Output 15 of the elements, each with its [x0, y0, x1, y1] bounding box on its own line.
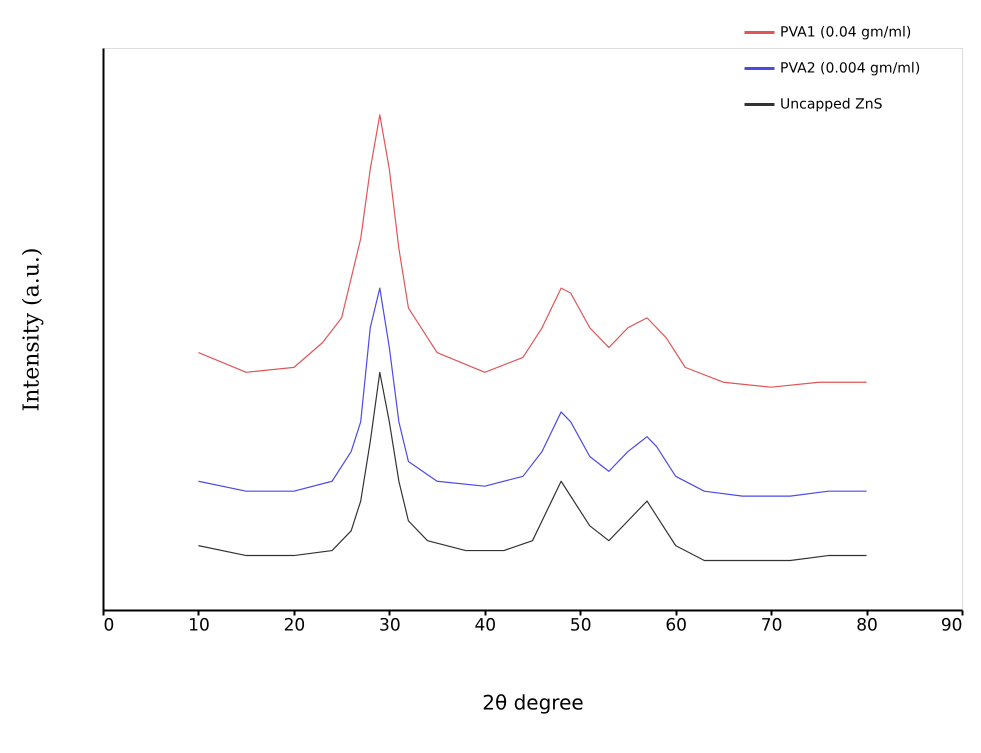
x-tick-label: 0: [104, 616, 114, 636]
x-tick-label: 90: [940, 616, 962, 636]
x-tick-label: 10: [188, 616, 210, 636]
x-axis-title: 2θ degree: [482, 690, 584, 714]
legend-label: PVA1 (0.04 gm/ml): [780, 24, 912, 40]
y-axis-title: Intensity (a.u.): [20, 248, 44, 412]
x-tick-label: 20: [284, 616, 306, 636]
legend-label: PVA2 (0.004 gm/ml): [780, 60, 920, 76]
x-tick-label: 30: [379, 616, 401, 636]
x-tick-label: 60: [665, 616, 687, 636]
x-tick-label: 50: [570, 616, 592, 636]
legend-label: Uncapped ZnS: [780, 96, 883, 112]
x-tick-label: 80: [856, 616, 878, 636]
x-tick-label: 70: [760, 616, 782, 636]
x-tick-label: 40: [474, 616, 496, 636]
